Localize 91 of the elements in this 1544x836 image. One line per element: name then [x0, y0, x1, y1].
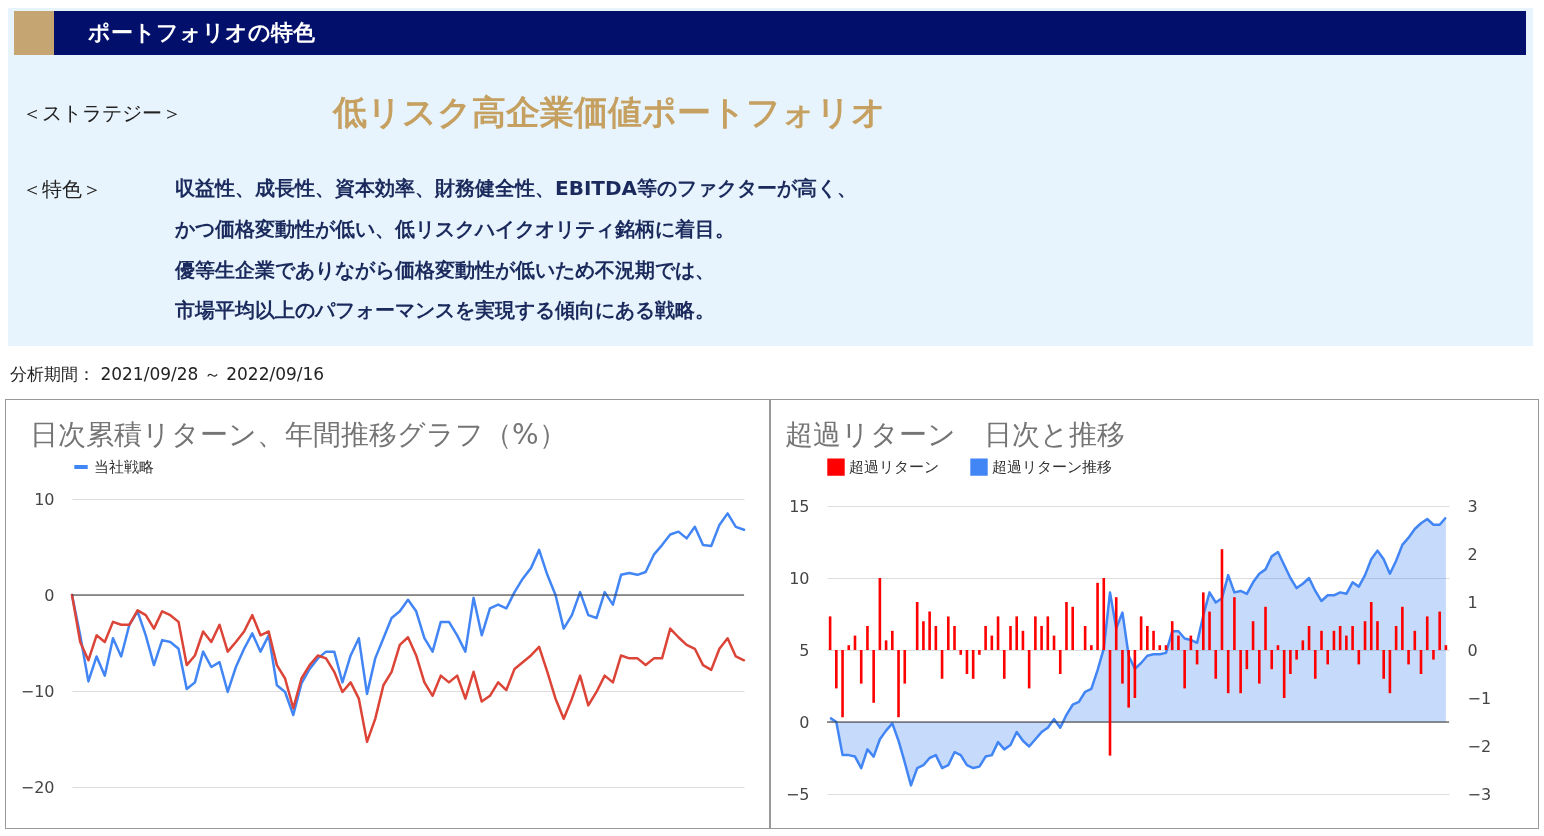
y2-tick-label: −1	[1467, 688, 1492, 708]
y-tick-label: 5	[799, 640, 810, 660]
chart-title: 超過リターン 日次と推移	[785, 418, 1125, 451]
bar	[1369, 602, 1373, 650]
y-tick-label: −5	[785, 784, 810, 804]
bar	[1233, 597, 1236, 650]
bar	[1382, 650, 1385, 679]
bar	[1326, 650, 1330, 665]
chart-title: 日次累積リターン、年間推移グラフ（%）	[30, 418, 567, 451]
text: 分析期間： 2021/09/28 ～ 2022/09/16	[10, 363, 325, 386]
bar	[1438, 611, 1441, 650]
y2-tick-label: −3	[1467, 784, 1492, 804]
y-tick-label: 0	[44, 585, 55, 605]
bar	[1090, 645, 1093, 650]
text: ポートフォリオの特色	[88, 19, 315, 47]
bar	[1208, 611, 1211, 650]
bar	[1202, 592, 1205, 650]
bar	[1114, 597, 1118, 650]
bar	[1413, 630, 1417, 650]
y-tick-label: 10	[34, 489, 55, 509]
bar	[984, 626, 987, 650]
bar	[1320, 630, 1323, 650]
bar	[1264, 606, 1267, 650]
bar	[1152, 630, 1155, 650]
bar	[1096, 582, 1099, 650]
bar	[1183, 650, 1186, 689]
bar	[1121, 650, 1124, 684]
bar	[953, 626, 956, 650]
bar	[1295, 650, 1298, 660]
bar	[1158, 645, 1162, 650]
text: 優等生企業でありながら価格変動性が低いため不況期では、	[175, 257, 715, 284]
bar	[1407, 650, 1410, 665]
bar	[1071, 606, 1074, 650]
legend-label: 超過リターン	[849, 458, 939, 477]
bar	[1289, 650, 1292, 674]
bar	[928, 611, 931, 650]
bar	[1170, 621, 1174, 650]
y-tick-label: −10	[20, 681, 55, 701]
bar	[1040, 626, 1043, 650]
y2-tick-label: 3	[1467, 496, 1478, 516]
bar	[1214, 650, 1218, 679]
text: 市場平均以上のパフォーマンスを実現する傾向にある戦略。	[175, 297, 715, 324]
bar	[1345, 635, 1348, 650]
bar	[1376, 621, 1379, 650]
bar	[872, 650, 875, 703]
bar	[841, 650, 844, 718]
text: かつ価格変動性が低い、低リスクハイクオリティ銘柄に着目。	[175, 216, 735, 243]
bar	[946, 616, 950, 650]
bar	[1239, 650, 1242, 694]
bar	[891, 630, 894, 650]
bar	[1313, 650, 1317, 679]
bar	[897, 650, 900, 718]
bar	[835, 650, 838, 689]
bar	[866, 626, 869, 650]
legend-label: 超過リターン推移	[992, 458, 1112, 477]
bar	[1177, 635, 1180, 650]
y-tick-label: 0	[799, 712, 810, 732]
legend-label: 当社戦略	[94, 458, 154, 476]
line-series	[70, 593, 746, 744]
bar	[1127, 650, 1130, 708]
bar	[978, 650, 981, 655]
bar	[903, 650, 907, 684]
bar	[1002, 650, 1006, 679]
y-tick-label: 15	[789, 496, 810, 516]
y2-tick-label: −2	[1467, 736, 1492, 756]
bar	[922, 621, 925, 650]
bar	[1257, 650, 1261, 684]
text: 収益性、成長性、資本効率、財務健全性、EBITDA等のファクターが高く、	[175, 175, 858, 202]
bar	[959, 650, 963, 655]
text: 低リスク高企業価値ポートフォリオ	[333, 91, 886, 134]
bar	[1058, 650, 1062, 674]
bar	[1065, 602, 1068, 650]
bar	[1432, 650, 1435, 660]
text: ＜ストラテジー＞	[22, 100, 182, 127]
bar	[1425, 616, 1429, 650]
bar	[1146, 626, 1149, 650]
bar	[1270, 650, 1274, 670]
bar	[1034, 616, 1037, 650]
bar	[1102, 578, 1106, 650]
bar	[1401, 606, 1404, 650]
bar	[847, 645, 851, 650]
y2-tick-label: 2	[1467, 544, 1478, 564]
y2-tick-label: 1	[1467, 592, 1478, 612]
bar	[1351, 626, 1354, 650]
text: ＜特色＞	[22, 176, 102, 203]
y-tick-label: 10	[789, 568, 810, 588]
y-tick-label: −20	[20, 777, 55, 797]
bar	[1009, 626, 1012, 650]
bar	[1015, 616, 1019, 650]
y2-tick-label: 0	[1467, 640, 1478, 660]
bar	[859, 650, 863, 684]
